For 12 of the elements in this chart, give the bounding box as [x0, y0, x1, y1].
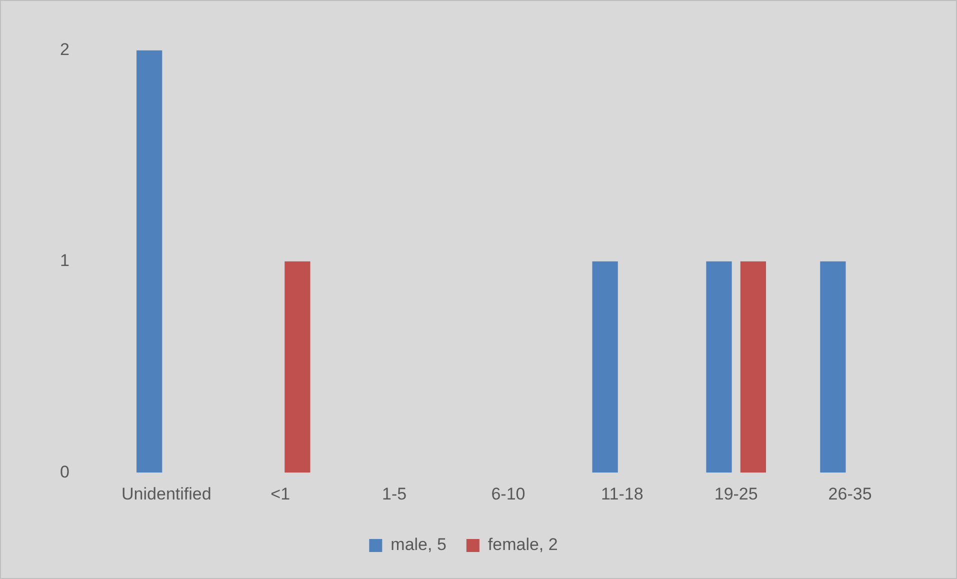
legend-label: female, 2 — [488, 535, 558, 554]
x-tick-label: 26-35 — [828, 484, 872, 504]
y-tick-label: 2 — [60, 40, 70, 59]
x-tick-label: 1-5 — [382, 484, 407, 504]
x-tick-label: Unidentified — [122, 484, 212, 504]
legend-label: male, 5 — [390, 535, 446, 554]
x-tick-label: 6-10 — [491, 484, 526, 504]
x-tick-label: 11-18 — [601, 484, 644, 504]
x-tick-label: <1 — [270, 484, 290, 504]
y-tick-label: 0 — [60, 462, 70, 482]
y-tick-label: 1 — [60, 251, 70, 270]
x-tick-label: 19-25 — [714, 484, 758, 504]
